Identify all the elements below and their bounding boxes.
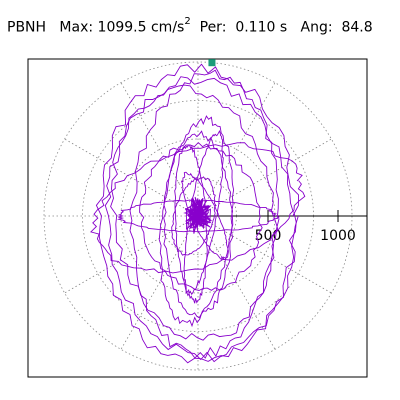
grid-spoke-2	[197, 138, 332, 217]
trace-loop-13	[171, 176, 217, 256]
peak-marker	[208, 59, 216, 67]
grid-spoke-6	[64, 138, 199, 217]
motion-trace	[90, 63, 306, 364]
per-label: Per:	[199, 19, 227, 36]
ang-label: Ang:	[300, 19, 333, 36]
ang-value: 84.8	[341, 19, 373, 36]
trace-loop-6	[116, 199, 280, 233]
trace-loop-1	[95, 63, 299, 364]
trace-loop-8	[174, 144, 208, 304]
tick-label-1000: 1000	[320, 228, 356, 244]
chart-header: PBNH Max: 1099.5 cm/s2 Per: 0.110 s Ang:…	[7, 16, 373, 36]
grid-spoke-3	[197, 82, 276, 217]
max-label: Max:	[59, 19, 94, 36]
max-unit: cm/s	[150, 19, 185, 36]
max-value: 1099.5	[97, 19, 147, 36]
trace-loop-4	[110, 84, 279, 341]
max-unit-exponent: 2	[184, 16, 191, 27]
axis-ticks: 500 1000	[255, 210, 356, 244]
grid-spoke-5	[120, 82, 199, 217]
grid-spoke-8	[64, 215, 199, 294]
plot-frame	[27, 58, 368, 378]
trace-loop-11	[158, 115, 235, 328]
grid-spoke-12	[197, 215, 332, 294]
trace-core-scatter	[183, 196, 212, 234]
trace-loop-10	[163, 130, 234, 319]
trace-loop-5	[90, 142, 306, 274]
trace-loop-2	[104, 76, 297, 363]
grid-spoke-9	[120, 215, 199, 350]
station-code: PBNH	[7, 19, 47, 36]
per-value: 0.110 s	[235, 19, 288, 36]
trace-loop-3	[129, 69, 280, 359]
